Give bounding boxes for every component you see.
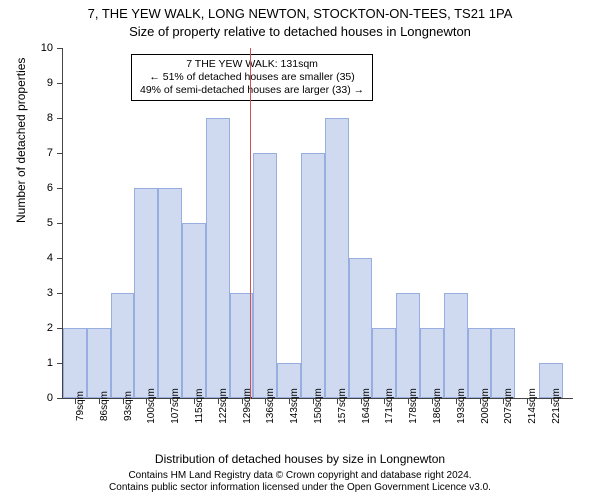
histogram-bar (63, 328, 87, 398)
x-tick-label: 93sqm (123, 391, 134, 421)
x-tick-label: 178sqm (408, 388, 419, 424)
annotation-line1: 7 THE YEW WALK: 131sqm (140, 58, 364, 71)
y-tick-label: 4 (47, 252, 53, 264)
histogram-bar (253, 153, 277, 398)
histogram-bar (325, 118, 349, 398)
x-tick-label: 115sqm (194, 389, 205, 424)
y-tick (57, 223, 63, 224)
y-tick (57, 83, 63, 84)
x-tick-label: 122sqm (218, 388, 229, 424)
histogram-bar (158, 188, 182, 398)
histogram-bar (206, 118, 230, 398)
annotation-line3: 49% of semi-detached houses are larger (… (140, 84, 364, 97)
y-tick-label: 7 (47, 147, 53, 159)
x-tick-label: 171sqm (384, 388, 395, 424)
x-tick-label: 193sqm (456, 388, 467, 424)
y-tick-label: 3 (47, 287, 53, 299)
reference-marker-line (250, 48, 251, 399)
histogram-bar (349, 258, 373, 398)
x-tick-label: 79sqm (75, 391, 86, 421)
annotation-box: 7 THE YEW WALK: 131sqm ← 51% of detached… (131, 54, 373, 101)
y-tick (57, 293, 63, 294)
y-tick-label: 5 (47, 217, 53, 229)
x-tick-label: 200sqm (480, 388, 491, 424)
histogram-bar (134, 188, 158, 398)
y-tick-label: 1 (47, 357, 53, 369)
histogram-bar (111, 293, 135, 398)
y-tick (57, 48, 63, 49)
y-tick-label: 10 (41, 42, 53, 54)
x-tick-label: 86sqm (99, 391, 110, 421)
y-tick (57, 118, 63, 119)
footer-attribution: Contains HM Land Registry data © Crown c… (0, 470, 600, 494)
histogram-bar (301, 153, 325, 398)
y-tick-label: 6 (47, 182, 53, 194)
plot-area: 7 THE YEW WALK: 131sqm ← 51% of detached… (62, 48, 573, 399)
x-tick-label: 143sqm (289, 388, 300, 424)
histogram-bar (182, 223, 206, 398)
footer-line1: Contains HM Land Registry data © Crown c… (0, 470, 600, 482)
annotation-line2: ← 51% of detached houses are smaller (35… (140, 71, 364, 84)
y-tick-label: 2 (47, 322, 53, 334)
x-tick-label: 164sqm (361, 388, 372, 424)
chart-container: { "titles": { "line1": "7, THE YEW WALK,… (0, 0, 600, 500)
y-tick (57, 188, 63, 189)
y-tick (57, 258, 63, 259)
histogram-bar (444, 293, 468, 398)
footer-line2: Contains public sector information licen… (0, 482, 600, 494)
x-tick-label: 136sqm (265, 388, 276, 424)
chart-title-line2: Size of property relative to detached ho… (0, 24, 600, 39)
x-tick-label: 107sqm (170, 388, 181, 424)
x-tick-label: 207sqm (503, 388, 514, 424)
y-tick (57, 398, 63, 399)
histogram-bar (87, 328, 111, 398)
y-tick (57, 153, 63, 154)
x-axis-label: Distribution of detached houses by size … (0, 452, 600, 466)
y-tick-label: 8 (47, 112, 53, 124)
y-axis-label: Number of detached properties (14, 58, 28, 223)
y-tick-label: 9 (47, 77, 53, 89)
x-tick-label: 214sqm (527, 388, 538, 424)
x-tick-label: 157sqm (337, 388, 348, 424)
x-tick-label: 100sqm (146, 388, 157, 424)
x-tick-label: 221sqm (551, 388, 562, 424)
chart-title-line1: 7, THE YEW WALK, LONG NEWTON, STOCKTON-O… (0, 6, 600, 21)
y-tick-label: 0 (47, 392, 53, 404)
x-tick-label: 186sqm (432, 388, 443, 424)
x-tick-label: 150sqm (313, 388, 324, 424)
histogram-bar (396, 293, 420, 398)
